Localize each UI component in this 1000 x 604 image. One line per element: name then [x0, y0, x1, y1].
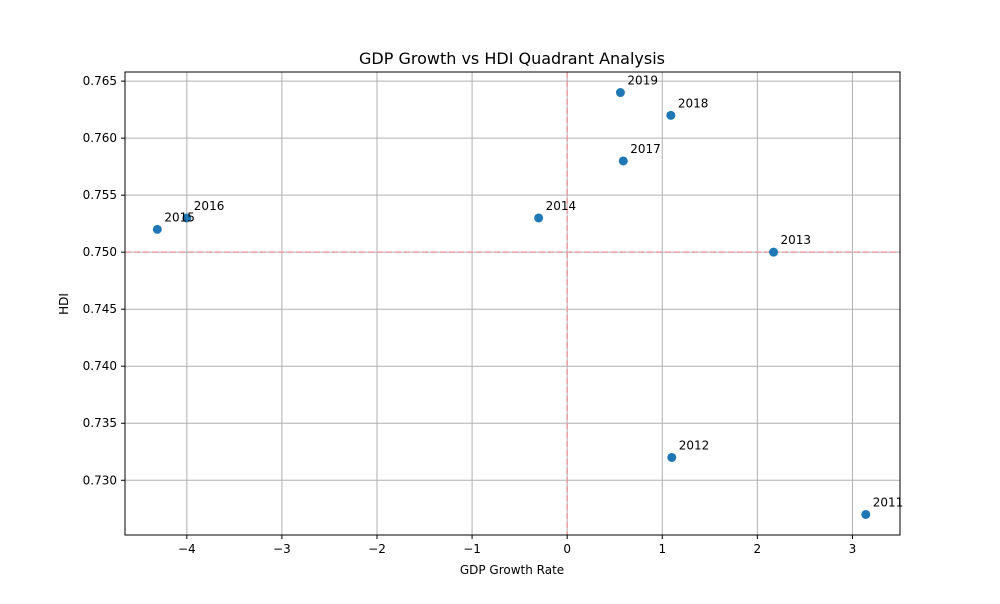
- data-point-2011: [861, 509, 871, 519]
- y-axis-label: HDI: [57, 293, 71, 315]
- y-axis-ticks: 0.730 0.735 0.740 0.745 0.750 0.755 0.760 0.765: [83, 74, 125, 487]
- y-tick-label: 0.765: [83, 74, 117, 88]
- x-axis-label: GDP Growth Rate: [460, 563, 564, 577]
- x-tick-label: −2: [368, 542, 386, 556]
- y-tick-label: 0.750: [83, 245, 117, 259]
- y-tick-label: 0.755: [83, 188, 117, 202]
- data-point-2012: [667, 452, 677, 462]
- x-tick-label: 0: [563, 542, 571, 556]
- chart-title: GDP Growth vs HDI Quadrant Analysis: [359, 49, 665, 68]
- data-point-2019: [615, 88, 625, 98]
- point-label-2015: 2015: [164, 210, 195, 224]
- data-points: [152, 88, 871, 519]
- x-tick-label: −4: [178, 542, 196, 556]
- point-label-2016: 2016: [194, 199, 225, 213]
- data-point-2013: [769, 247, 779, 257]
- x-tick-label: 2: [754, 542, 762, 556]
- point-label-2019: 2019: [627, 74, 658, 88]
- plot-frame: [124, 71, 901, 536]
- point-label-2012: 2012: [679, 438, 710, 452]
- x-tick-label: −1: [463, 542, 481, 556]
- y-tick-label: 0.760: [83, 131, 117, 145]
- data-point-2018: [666, 110, 676, 120]
- point-label-2018: 2018: [678, 96, 709, 110]
- reference-lines: [125, 72, 900, 535]
- x-tick-label: −3: [273, 542, 291, 556]
- point-label-2017: 2017: [630, 142, 661, 156]
- point-label-2014: 2014: [546, 199, 577, 213]
- y-tick-label: 0.735: [83, 416, 117, 430]
- x-tick-label: 3: [849, 542, 857, 556]
- grid: [125, 72, 900, 535]
- data-point-2015: [152, 224, 162, 234]
- data-point-2016: [182, 213, 192, 223]
- x-tick-label: 1: [658, 542, 666, 556]
- data-point-2017: [618, 156, 628, 166]
- point-label-2013: 2013: [781, 233, 812, 247]
- y-tick-label: 0.745: [83, 302, 117, 316]
- point-label-2011: 2011: [873, 495, 904, 509]
- data-point-2014: [534, 213, 544, 223]
- y-tick-label: 0.740: [83, 359, 117, 373]
- x-axis-ticks: −4 −3 −2 −1 0 1 2 3: [178, 535, 856, 556]
- y-tick-label: 0.730: [83, 473, 117, 487]
